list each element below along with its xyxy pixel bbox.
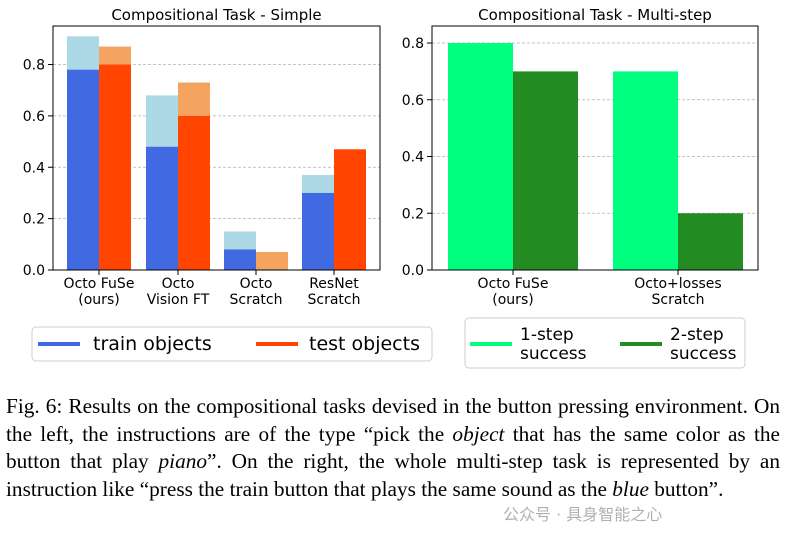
bar-train: [224, 249, 256, 270]
bar-train-upper: [302, 174, 334, 193]
legend-label-test: test objects: [309, 333, 420, 355]
simple-xtick-label: Scratch: [230, 292, 283, 308]
simple-xtick-label: Octo FuSe: [64, 276, 135, 292]
legend-box: [464, 317, 746, 369]
simple-xtick-label: ResNet: [309, 276, 359, 292]
bar-train: [302, 192, 334, 270]
caption-text-1: Results on the compositional tasks devis…: [6, 394, 780, 446]
simple-title: Compositional Task - Simple: [111, 6, 321, 24]
multistep-ytick-label: 0.2: [402, 206, 424, 222]
bar-test-upper: [99, 46, 131, 65]
simple-xtick-label: (ours): [78, 292, 119, 308]
multistep-xtick-label: (ours): [492, 292, 533, 308]
simple-ytick-label: 0.8: [23, 58, 45, 74]
caption-label: Fig. 6:: [6, 394, 63, 418]
caption-text-4: button”.: [648, 476, 724, 501]
legend-box: [31, 326, 433, 362]
legend-simple: train objects test objects: [31, 326, 433, 362]
bar-train: [146, 146, 178, 270]
bar-1-step: [448, 43, 513, 270]
multistep-axes-frame: [431, 25, 759, 271]
caption-text-3: ”. On the right, the whole multi-step ta…: [6, 449, 780, 501]
legend-label-2-step: success: [670, 344, 737, 364]
simple-xtick-label: Octo: [162, 276, 195, 292]
multistep-xtick-label: Octo FuSe: [478, 276, 549, 292]
multistep-xtick-label: Scratch: [652, 292, 705, 308]
legend-label-2-step: 2-step: [670, 325, 724, 345]
bar-2-step: [678, 213, 743, 270]
figure-caption: Fig. 6: Results on the compositional tas…: [6, 393, 780, 503]
chart-simple: 0.0 0.2 0.4 0.6 0.8 Compositional Task - Simp…: [23, 6, 381, 308]
simple-xtick-label: Vision FT: [147, 292, 210, 308]
watermark: 公众号 · 具身智能之心: [503, 505, 663, 524]
caption-italic-piano: piano: [158, 449, 208, 473]
simple-ytick-label: 0.2: [23, 212, 45, 228]
simple-xtick-label: Scratch: [308, 292, 361, 308]
legend-label-1-step: success: [520, 344, 587, 364]
simple-axes-frame: [52, 25, 381, 271]
simple-ytick-label: 0.4: [23, 160, 45, 176]
bar-test: [334, 149, 366, 270]
caption-text-2: that has the same color as the button th…: [6, 421, 781, 474]
multistep-ytick-label: 0.6: [402, 93, 424, 109]
multistep-ytick-label: 0.4: [402, 150, 424, 166]
bar-test: [99, 64, 131, 271]
simple-xtick-label: Octo: [240, 276, 273, 292]
bar-2-step: [513, 71, 578, 270]
simple-ytick-label: 0.0: [23, 263, 45, 279]
chart-multi-step: 0.0 0.2 0.4 0.6 0.8 Compositional Task - Mult…: [402, 6, 759, 308]
bar-train: [67, 69, 99, 271]
multistep-xtick-label: Octo+losses: [634, 276, 721, 292]
bar-test: [178, 115, 210, 270]
bar-test-upper: [178, 82, 210, 116]
simple-ytick-label: 0.6: [23, 109, 45, 125]
bar-1-step: [613, 71, 678, 270]
bar-train-upper: [146, 95, 178, 147]
bar-train-upper: [67, 36, 99, 70]
legend-label-1-step: 1-step: [520, 325, 574, 345]
bar-train-upper: [224, 231, 256, 250]
legend-label-train: train objects: [93, 333, 212, 355]
multistep-title: Compositional Task - Multi-step: [478, 6, 712, 24]
caption-italic-object: object: [452, 421, 505, 446]
caption-italic-blue: blue: [612, 476, 649, 501]
bar-test-upper: [256, 252, 288, 270]
multistep-ytick-label: 0.0: [402, 263, 424, 279]
multistep-ytick-label: 0.8: [402, 36, 424, 52]
figure: 0.0 0.2 0.4 0.6 0.8 Compositional Task - Simp…: [23, 6, 759, 369]
